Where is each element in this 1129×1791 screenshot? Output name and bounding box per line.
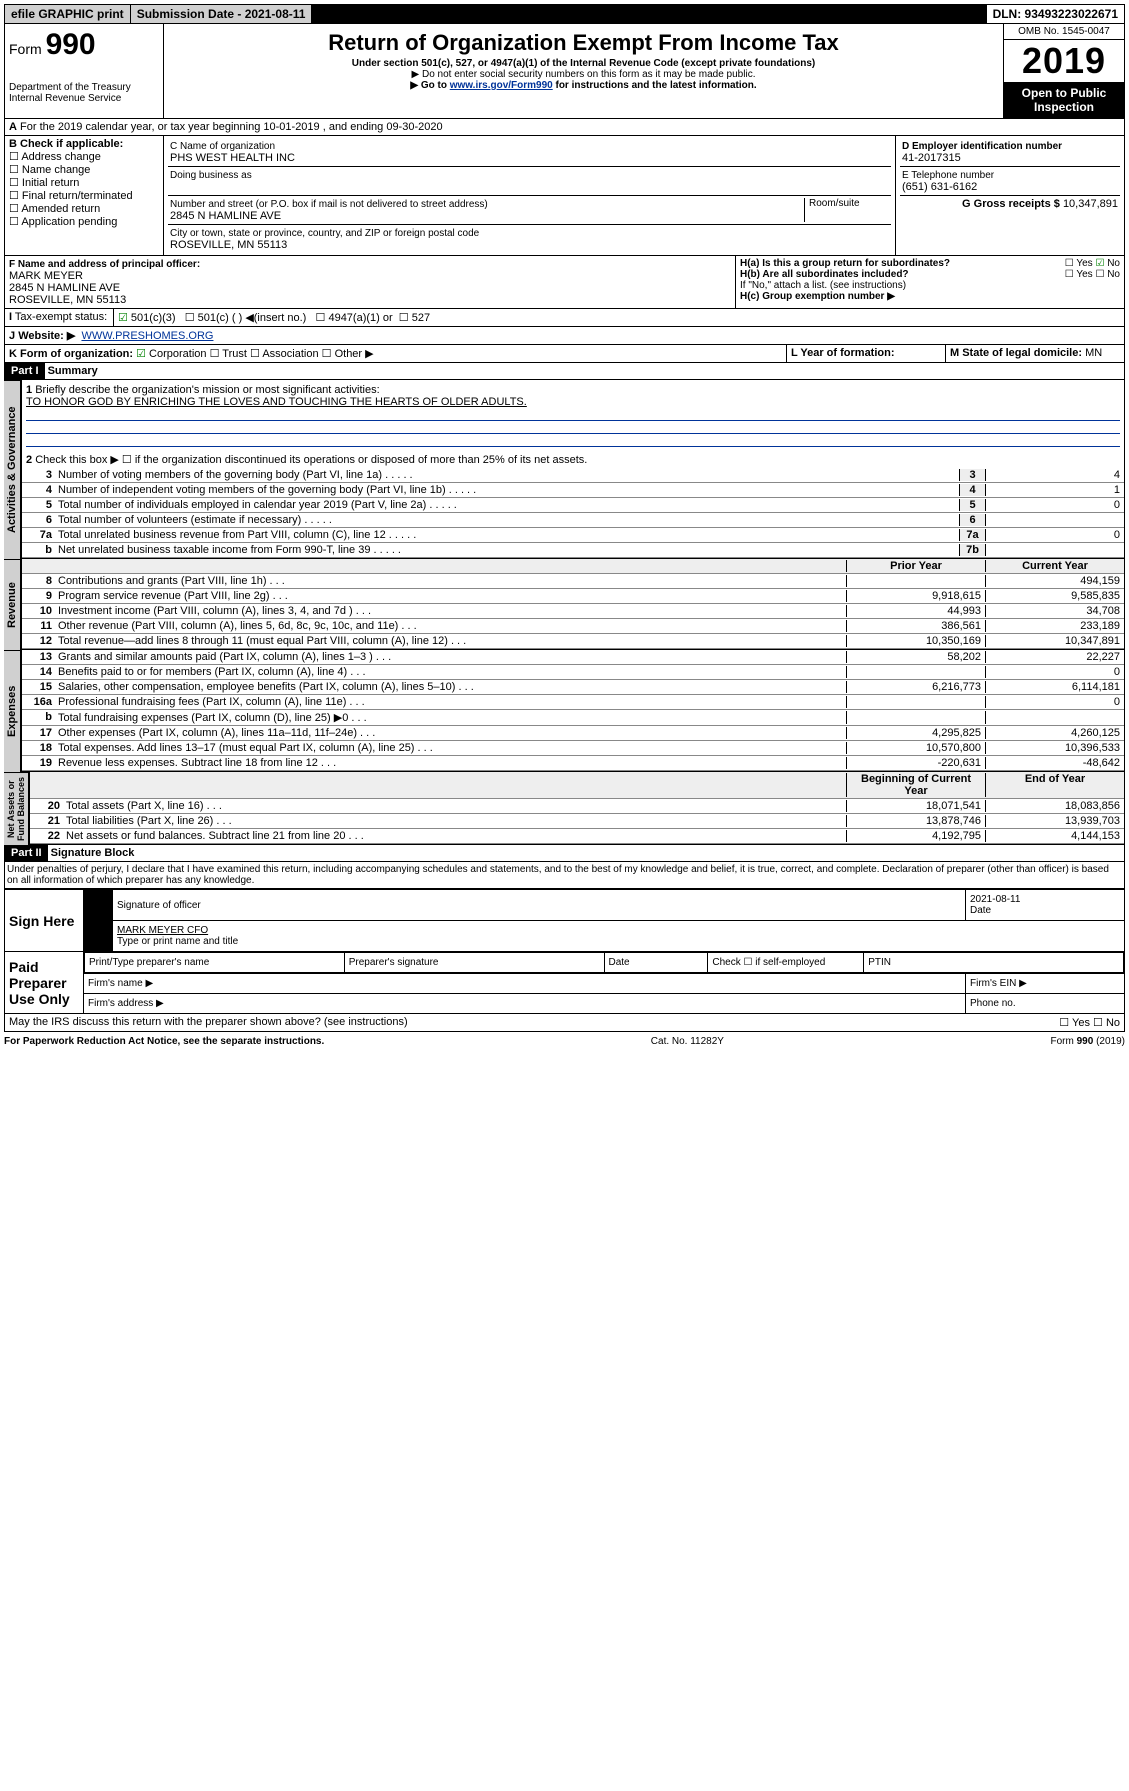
chk-address-change[interactable]: Address change xyxy=(9,150,159,163)
dba-label: Doing business as xyxy=(170,170,252,181)
irs-link[interactable]: www.irs.gov/Form990 xyxy=(450,80,553,91)
tab-governance: Activities & Governance xyxy=(4,380,21,559)
sig-date: 2021-08-11 xyxy=(970,894,1020,905)
chk-other[interactable]: Other ▶ xyxy=(322,348,374,360)
discuss-yes[interactable]: Yes xyxy=(1059,1017,1090,1029)
tax-exempt-row: I Tax-exempt status: 501(c)(3) 501(c) ( … xyxy=(4,309,1125,327)
chk-amended-return[interactable]: Amended return xyxy=(9,202,159,215)
page-footer: For Paperwork Reduction Act Notice, see … xyxy=(4,1032,1125,1051)
subtitle-2: ▶ Do not enter social security numbers o… xyxy=(168,69,999,80)
part1-subtitle: Summary xyxy=(48,365,98,377)
state-domicile: MN xyxy=(1085,347,1102,359)
hc-label: H(c) Group exemption number ▶ xyxy=(740,291,895,302)
phone-field[interactable]: Phone no. xyxy=(966,994,1125,1014)
chk-corporation[interactable]: Corporation xyxy=(136,348,206,360)
chk-association[interactable]: Association xyxy=(250,348,319,360)
bcd-block: B Check if applicable: Address change Na… xyxy=(4,136,1125,256)
ein-value: 41-2017315 xyxy=(902,152,961,164)
chk-501c[interactable]: 501(c) ( ) ◀(insert no.) xyxy=(185,312,307,324)
q2-text: Check this box ▶ ☐ if the organization d… xyxy=(35,454,587,466)
efile-print-button[interactable]: efile GRAPHIC print xyxy=(5,5,131,23)
officer-name: MARK MEYER xyxy=(9,270,83,282)
city-state-zip: ROSEVILLE, MN 55113 xyxy=(170,239,287,251)
topbar: efile GRAPHIC print Submission Date - 20… xyxy=(4,4,1125,24)
website-row: J Website: ▶ WWW.PRESHOMES.ORG xyxy=(4,327,1125,345)
omb-number: OMB No. 1545-0047 xyxy=(1004,24,1124,40)
preparer-sig-field[interactable]: Preparer's signature xyxy=(344,953,604,973)
firm-ein-field[interactable]: Firm's EIN ▶ xyxy=(966,974,1125,994)
chk-application-pending[interactable]: Application pending xyxy=(9,215,159,228)
box-b-label: B Check if applicable: xyxy=(9,138,123,150)
chk-501c3[interactable]: 501(c)(3) xyxy=(118,312,176,324)
hb-yes[interactable]: Yes xyxy=(1065,269,1093,280)
chk-527[interactable]: 527 xyxy=(399,312,430,324)
gross-receipts: 10,347,891 xyxy=(1063,198,1118,210)
dln-label: DLN: 93493223022671 xyxy=(987,5,1124,23)
self-employed-check[interactable]: Check ☐ if self-employed xyxy=(708,953,864,973)
part1-badge: Part I xyxy=(5,363,45,379)
mission-text: TO HONOR GOD BY ENRICHING THE LOVES AND … xyxy=(26,396,527,408)
chk-name-change[interactable]: Name change xyxy=(9,163,159,176)
preparer-date-field[interactable]: Date xyxy=(604,953,708,973)
room-suite: Room/suite xyxy=(804,198,889,222)
col-current-year: Current Year xyxy=(1022,560,1088,572)
signature-table: Sign Here Signature of officer 2021-08-1… xyxy=(4,889,1125,1014)
klm-row: K Form of organization: Corporation Trus… xyxy=(4,345,1125,363)
tab-net-assets: Net Assets or Fund Balances xyxy=(4,772,29,845)
year-formation: L Year of formation: xyxy=(791,347,895,359)
discuss-row: May the IRS discuss this return with the… xyxy=(4,1014,1125,1032)
part2-badge: Part II xyxy=(5,845,48,861)
street-address: 2845 N HAMLINE AVE xyxy=(170,210,281,222)
col-end-year: End of Year xyxy=(1025,773,1085,785)
org-name: PHS WEST HEALTH INC xyxy=(170,152,295,164)
chk-trust[interactable]: Trust xyxy=(210,348,247,360)
form-label: Form 990 xyxy=(9,41,96,57)
open-public-badge: Open to Public Inspection xyxy=(1004,82,1124,118)
firm-address-field[interactable]: Firm's address ▶ xyxy=(84,994,966,1014)
chk-initial-return[interactable]: Initial return xyxy=(9,176,159,189)
col-beginning-year: Beginning of Current Year xyxy=(861,773,971,797)
perjury-declaration: Under penalties of perjury, I declare th… xyxy=(4,862,1125,889)
tab-expenses: Expenses xyxy=(4,650,21,772)
ha-yes[interactable]: Yes xyxy=(1065,258,1093,269)
dept-label: Department of the Treasury Internal Reve… xyxy=(9,82,159,104)
hb-no[interactable]: No xyxy=(1095,269,1120,280)
fh-block: F Name and address of principal officer:… xyxy=(4,256,1125,309)
form-header: Form 990 Department of the Treasury Inte… xyxy=(4,24,1125,119)
firm-name-field[interactable]: Firm's name ▶ xyxy=(84,974,966,994)
sig-officer-label: Signature of officer xyxy=(117,900,201,911)
sign-here-label: Sign Here xyxy=(5,890,84,952)
tax-year: 2019 xyxy=(1004,40,1124,82)
officer-name-title: MARK MEYER CFO xyxy=(117,925,208,936)
discuss-no[interactable]: No xyxy=(1093,1017,1120,1029)
form-title: Return of Organization Exempt From Incom… xyxy=(168,30,999,56)
paid-preparer-label: Paid Preparer Use Only xyxy=(5,952,84,1014)
submission-date-button[interactable]: Submission Date - 2021-08-11 xyxy=(131,5,313,23)
chk-final-return[interactable]: Final return/terminated xyxy=(9,189,159,202)
preparer-name-field[interactable]: Print/Type preparer's name xyxy=(85,953,345,973)
tab-revenue: Revenue xyxy=(4,559,21,650)
part2-subtitle: Signature Block xyxy=(51,847,135,859)
website-link[interactable]: WWW.PRESHOMES.ORG xyxy=(81,330,213,342)
col-prior-year: Prior Year xyxy=(890,560,942,572)
subtitle-1: Under section 501(c), 527, or 4947(a)(1)… xyxy=(168,58,999,69)
subtitle-3: ▶ Go to www.irs.gov/Form990 for instruct… xyxy=(168,80,999,91)
ptin-field[interactable]: PTIN xyxy=(864,953,1124,973)
line-a: A For the 2019 calendar year, or tax yea… xyxy=(4,119,1125,136)
chk-4947[interactable]: 4947(a)(1) or xyxy=(316,312,393,324)
ha-no[interactable]: No xyxy=(1095,258,1120,269)
telephone: (651) 631-6162 xyxy=(902,181,977,193)
